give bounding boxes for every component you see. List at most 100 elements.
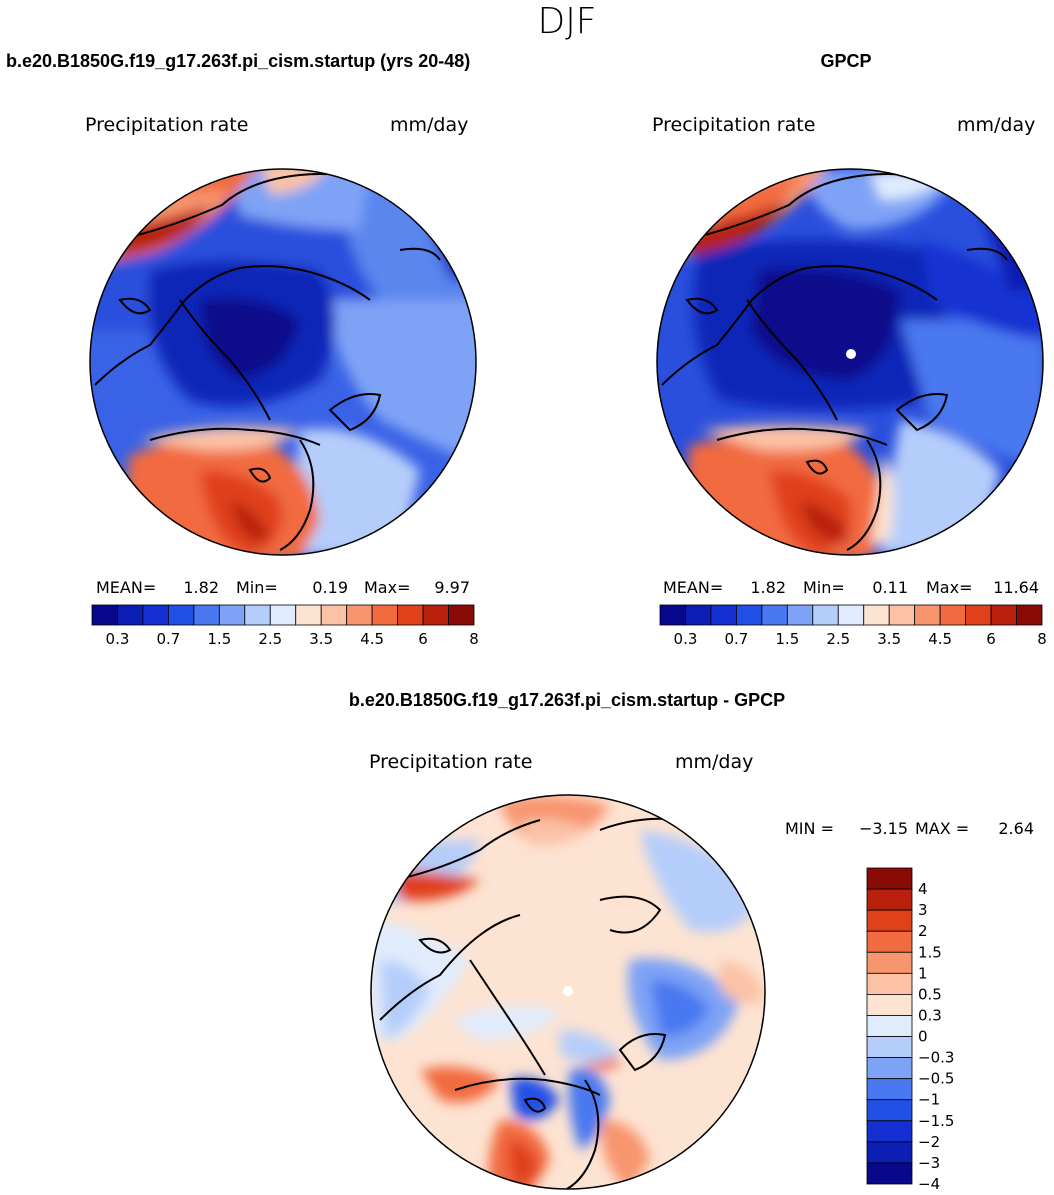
panel-model-map xyxy=(90,169,476,555)
panel-diff-colorbar: 4 3 2 1.5 1 0.5 0.3 0 −0.3 −0.5 −1 −1.5 −2 −3 −4 xyxy=(866,867,954,1193)
panel-diff-colorbar-tick-label: 0.3 xyxy=(918,1006,942,1024)
panel-model-units: mm/day xyxy=(390,114,468,136)
panel-obs-colorbar-swatch-13 xyxy=(990,604,1017,626)
panel-obs-map-outline xyxy=(656,168,1044,556)
panel-diff-map xyxy=(371,795,765,1189)
panel-diff-max-label: MAX = xyxy=(915,819,969,838)
panel-obs-map xyxy=(657,169,1043,555)
panel-diff-colorbar-swatch-13 xyxy=(866,1141,913,1164)
panel-obs-colorbar-tick-label: 4.5 xyxy=(928,630,952,648)
panel-model-colorbar-swatch-8 xyxy=(295,604,322,626)
panel-diff-colorbar-swatch-4 xyxy=(866,951,913,974)
panel-model-colorbar-tick-label: 2.5 xyxy=(258,630,282,648)
panel-obs-colorbar-swatch-10 xyxy=(914,604,941,626)
panel-model-colorbar-tick-label: 8 xyxy=(469,630,479,648)
panel-model-colorbar-tick-label: 4.5 xyxy=(360,630,384,648)
panel-obs-mean-value: 1.82 xyxy=(750,578,786,597)
panel-diff-colorbar-swatch-6 xyxy=(866,994,913,1016)
panel-diff-left-label: Precipitation rate xyxy=(369,751,532,773)
panel-diff-colorbar-swatch-1 xyxy=(866,888,913,911)
panel-obs-colorbar-swatch-5 xyxy=(786,604,814,626)
panel-obs-max-label: Max= xyxy=(926,578,972,597)
panel-model-left-label: Precipitation rate xyxy=(85,114,248,136)
panel-model-colorbar-tick-label: 6 xyxy=(418,630,428,648)
panel-model-colorbar-swatch-10 xyxy=(346,604,373,626)
panel-diff-colorbar-swatch-5 xyxy=(866,972,913,995)
panel-model-colorbar-swatch-2 xyxy=(142,604,169,626)
panel-diff-colorbar-tick-label: 0 xyxy=(918,1028,928,1046)
panel-diff-colorbar-swatch-2 xyxy=(866,909,913,932)
panel-model-colorbar-swatch-13 xyxy=(422,604,449,626)
panel-model-colorbar-swatch-9 xyxy=(320,604,348,626)
panel-obs: GPCP Precipitation rate mm/day xyxy=(652,51,1047,648)
panel-model-colorbar-swatch-5 xyxy=(218,604,246,626)
panel-diff-max-value: 2.64 xyxy=(998,819,1034,838)
panel-model-colorbar-swatch-0 xyxy=(91,604,118,626)
panel-model-colorbar-swatch-7 xyxy=(269,604,297,626)
panel-obs-colorbar: 0.3 0.7 1.5 2.5 3.5 4.5 6 8 xyxy=(659,604,1047,648)
panel-model-title: b.e20.B1850G.f19_g17.263f.pi_cism.startu… xyxy=(6,51,470,71)
panel-model-mean-value: 1.82 xyxy=(183,578,219,597)
panel-model-map-outline xyxy=(89,168,477,556)
panel-obs-colorbar-tick-label: 1.5 xyxy=(775,630,799,648)
panel-obs-mean-label: MEAN= xyxy=(663,578,723,597)
panel-obs-colorbar-swatch-4 xyxy=(761,604,788,626)
panel-obs-colorbar-tick-label: 0.7 xyxy=(724,630,748,648)
panel-obs-min-label: Min= xyxy=(803,578,845,597)
panel-diff-colorbar-tick-label: −1 xyxy=(918,1091,940,1109)
panel-model-colorbar-swatch-1 xyxy=(117,604,144,626)
panel-diff-colorbar-swatch-12 xyxy=(866,1120,913,1143)
panel-obs-units: mm/day xyxy=(957,114,1035,136)
panel-obs-colorbar-swatch-9 xyxy=(888,604,916,626)
panel-obs-colorbar-swatch-2 xyxy=(710,604,737,626)
panel-diff-colorbar-tick-label: 1 xyxy=(918,964,928,982)
panel-diff-colorbar-swatch-11 xyxy=(866,1099,913,1122)
panel-model: b.e20.B1850G.f19_g17.263f.pi_cism.startu… xyxy=(6,51,479,648)
panel-model-colorbar-swatch-11 xyxy=(371,604,398,626)
panel-obs-colorbar-swatch-3 xyxy=(736,604,763,626)
panel-obs-colorbar-swatch-8 xyxy=(863,604,890,626)
panel-obs-colorbar-swatch-12 xyxy=(965,604,992,626)
panel-model-min-label: Min= xyxy=(236,578,278,597)
panel-diff-title: b.e20.B1850G.f19_g17.263f.pi_cism.startu… xyxy=(349,690,785,710)
main-title: DJF xyxy=(537,1,596,42)
panel-obs-colorbar-swatch-6 xyxy=(812,604,839,626)
panel-obs-colorbar-tick-label: 2.5 xyxy=(826,630,850,648)
panel-obs-colorbar-swatch-7 xyxy=(837,604,865,626)
panel-diff-colorbar-swatch-3 xyxy=(866,930,913,953)
panel-model-colorbar-tick-label: 1.5 xyxy=(207,630,231,648)
panel-obs-colorbar-tick-label: 6 xyxy=(986,630,996,648)
panel-obs-colorbar-swatch-0 xyxy=(659,604,686,626)
panel-diff-colorbar-swatch-10 xyxy=(866,1078,913,1101)
panel-model-colorbar-swatch-14 xyxy=(448,604,475,626)
panel-model-colorbar-tick-label: 3.5 xyxy=(309,630,333,648)
panel-diff-units: mm/day xyxy=(675,751,753,773)
panel-model-colorbar-swatch-4 xyxy=(193,604,220,626)
panel-diff-colorbar-tick-label: −2 xyxy=(918,1133,940,1151)
panel-diff-colorbar-swatch-0 xyxy=(866,867,913,890)
panel-obs-colorbar-swatch-11 xyxy=(939,604,967,626)
panel-diff-colorbar-tick-label: −0.5 xyxy=(918,1070,954,1088)
panel-diff-colorbar-swatch-14 xyxy=(866,1162,913,1185)
panel-diff-colorbar-swatch-8 xyxy=(866,1036,913,1058)
panel-model-colorbar-swatch-12 xyxy=(397,604,424,626)
panel-diff-colorbar-tick-label: 3 xyxy=(918,901,928,919)
panel-model-min-value: 0.19 xyxy=(312,578,348,597)
panel-diff-min-value: −3.15 xyxy=(859,819,908,838)
panel-model-colorbar-swatch-6 xyxy=(244,604,271,626)
panel-obs-colorbar-tick-label: 8 xyxy=(1037,630,1047,648)
panel-obs-left-label: Precipitation rate xyxy=(652,114,815,136)
panel-diff-colorbar-tick-label: 2 xyxy=(918,922,928,940)
panel-diff-map-outline xyxy=(370,794,766,1190)
panel-diff-colorbar-tick-label: 4 xyxy=(918,880,928,898)
panel-diff-colorbar-tick-label: −1.5 xyxy=(918,1112,954,1130)
panel-model-mean-label: MEAN= xyxy=(96,578,156,597)
panel-diff: b.e20.B1850G.f19_g17.263f.pi_cism.startu… xyxy=(349,690,1034,1193)
panel-diff-colorbar-tick-label: −3 xyxy=(918,1154,940,1172)
panel-diff-colorbar-swatch-9 xyxy=(866,1057,913,1080)
panel-model-max-value: 9.97 xyxy=(434,578,470,597)
panel-obs-min-value: 0.11 xyxy=(872,578,908,597)
panel-diff-colorbar-tick-label: 0.5 xyxy=(918,985,942,1003)
